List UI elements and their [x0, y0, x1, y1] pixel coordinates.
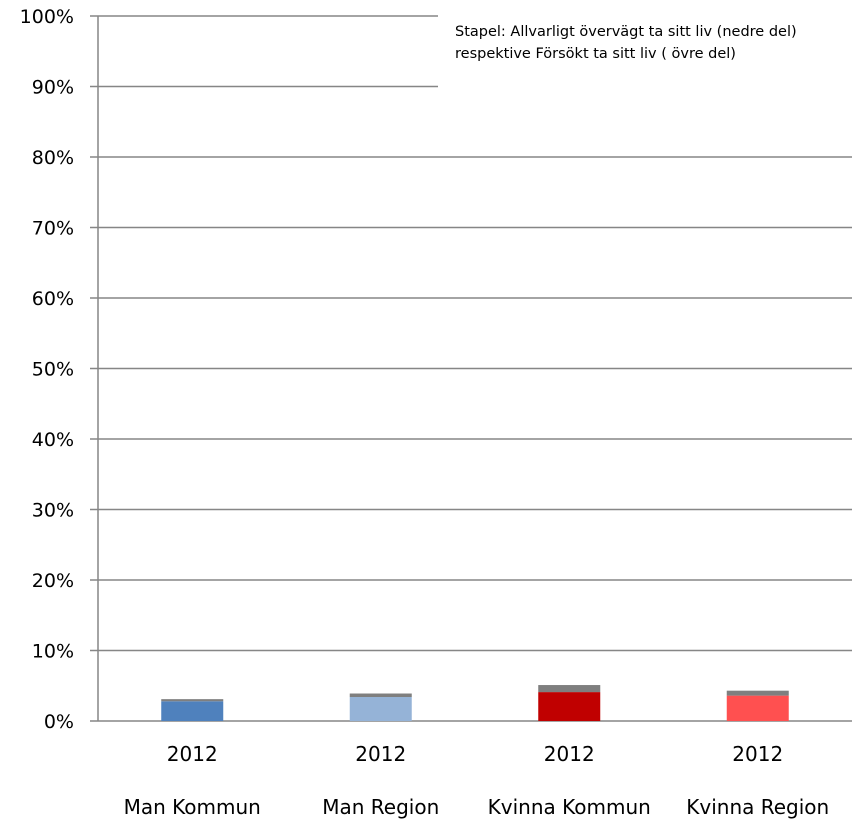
y-tick-label: 90%: [32, 77, 74, 99]
y-tick-label: 100%: [20, 6, 74, 28]
x-category-label: Man Kommun: [124, 795, 261, 819]
bar-segment-upper: [161, 699, 224, 702]
bar-segment-lower: [161, 701, 224, 721]
category-labels: 2012 Man Kommun 2012 Man Region 2012 Kvinna K…: [124, 742, 830, 819]
y-tick-label: 70%: [32, 218, 74, 240]
x-category-label: Kvinna Region: [686, 795, 829, 819]
y-tick-label: 0%: [44, 711, 74, 733]
x-category-label: Man Region: [322, 795, 439, 819]
y-tick-label: 50%: [32, 359, 74, 381]
x-tick-year-label: 2012: [355, 742, 406, 766]
y-tick-label: 10%: [32, 641, 74, 663]
bar-segment-upper: [349, 693, 412, 698]
x-category-label: Kvinna Kommun: [488, 795, 651, 819]
x-tick-year-label: 2012: [544, 742, 595, 766]
bars: [161, 685, 789, 721]
gridlines: [90, 15, 852, 722]
bar-segment-upper: [726, 690, 789, 696]
y-axis-ticks: 0% 10% 20% 30% 40% 50% 60% 70% 80% 90% 100%: [20, 6, 74, 733]
bar-segment-lower: [538, 692, 601, 721]
y-tick-label: 30%: [32, 500, 74, 522]
x-tick-year-label: 2012: [732, 742, 783, 766]
y-tick-label: 20%: [32, 570, 74, 592]
x-tick-year-label: 2012: [167, 742, 218, 766]
y-tick-label: 80%: [32, 147, 74, 169]
bar-segment-lower: [726, 695, 789, 721]
bar-segment-upper: [538, 685, 601, 693]
chart-annotation: Stapel: Allvarligt övervägt ta sitt liv …: [455, 21, 850, 65]
bar-segment-lower: [349, 697, 412, 721]
y-tick-label: 40%: [32, 429, 74, 451]
y-tick-label: 60%: [32, 288, 74, 310]
